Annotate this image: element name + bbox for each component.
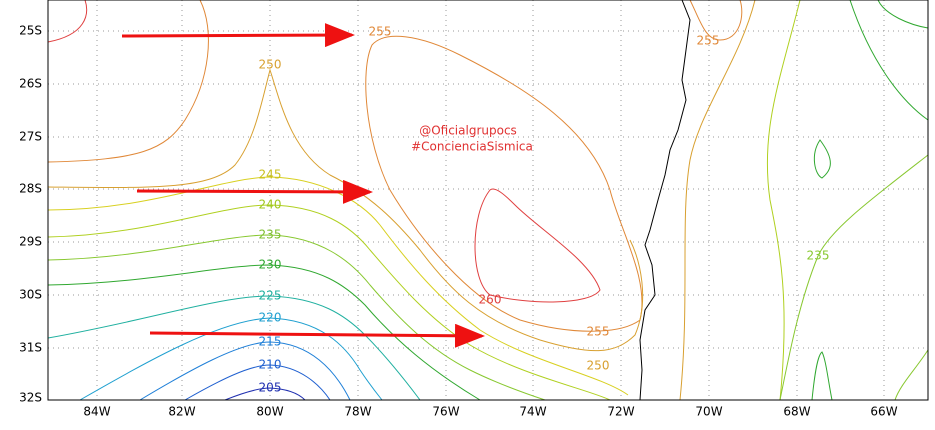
lat-label: 31S [19,341,42,355]
contour-label: 225 [259,289,282,303]
contour-label: 245 [259,168,282,182]
grid [48,0,928,400]
lon-label: 84W [83,405,110,419]
lat-label: 27S [19,130,42,144]
watermark-text: #ConcienciaSismica [411,140,533,154]
frame [47,0,929,401]
lon-label: 82W [168,405,195,419]
lat-label: 30S [19,288,42,302]
latitude-axis: 25S 26S 27S 28S 29S 30S 31S 32S [19,24,42,405]
contour-label: 250 [259,58,282,72]
lon-label: 72W [607,405,634,419]
contour-label: 215 [259,335,282,349]
lat-label: 28S [19,182,42,196]
lon-label: 66W [870,405,897,419]
contour-label: 255 [697,34,720,48]
lat-label: 25S [19,24,42,38]
contour-label: 255 [369,25,392,39]
lat-label: 29S [19,235,42,249]
contour-label: 220 [259,311,282,325]
contour-label: 230 [259,258,282,272]
contour-label: 210 [259,358,282,372]
lat-label: 32S [19,391,42,405]
contour-label: 235 [807,249,830,263]
arrows [121,23,485,348]
contour-label: 235 [259,228,282,242]
watermark: @Oficialgrupocs #ConcienciaSismica [411,124,533,154]
lat-label: 26S [19,77,42,91]
lon-label: 80W [256,405,283,419]
watermark-text: @Oficialgrupocs [419,124,517,138]
lon-label: 78W [344,405,371,419]
coastline [639,0,691,401]
lon-label: 70W [695,405,722,419]
contour-label: 255 [587,325,610,339]
contours [47,0,929,401]
contour-label: 205 [259,381,282,395]
contour-label: 240 [259,198,282,212]
contour-label: 260 [479,293,502,307]
lon-label: 68W [783,405,810,419]
contour-label: 250 [587,359,610,373]
lon-label: 74W [519,405,546,419]
contour-labels: 255 250 245 240 235 230 225 220 215 210 … [259,25,830,395]
longitude-axis: 84W 82W 80W 78W 76W 74W 72W 70W 68W 66W [83,405,897,419]
lon-label: 76W [432,405,459,419]
